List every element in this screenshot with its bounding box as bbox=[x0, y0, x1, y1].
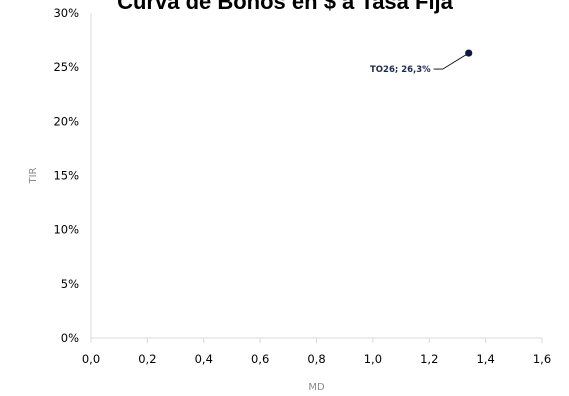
y-tick-label: 30% bbox=[53, 6, 79, 20]
x-tick-label: 1,2 bbox=[420, 352, 438, 366]
y-tick-label: 0% bbox=[61, 331, 79, 345]
y-tick-label: 5% bbox=[61, 277, 79, 291]
data-point bbox=[465, 49, 473, 57]
x-tick-label: 0,6 bbox=[251, 352, 269, 366]
y-tick-label: 15% bbox=[53, 169, 79, 183]
x-tick-label: 1,6 bbox=[533, 352, 551, 366]
x-tick-label: 0,2 bbox=[138, 352, 156, 366]
data-point-label: TO26; 26,3% bbox=[370, 65, 431, 75]
y-axis-label: TIR bbox=[28, 167, 39, 184]
x-tick-label: 1,4 bbox=[476, 352, 494, 366]
y-axis-ticks: 0% 5% 10% 15% 20% 25% 30% bbox=[53, 6, 79, 345]
chart-title: Curva de Bonos en $ a Tasa Fija bbox=[117, 0, 454, 14]
x-axis-label: MD bbox=[308, 382, 325, 393]
data-points: TO26; 26,3% bbox=[370, 49, 473, 75]
y-tick-label: 10% bbox=[53, 223, 79, 237]
x-axis-ticks: 0,0 0,2 0,4 0,6 0,8 1,0 1,2 1,4 1,6 bbox=[82, 338, 551, 366]
x-tick-label: 0,8 bbox=[307, 352, 325, 366]
point-leader-line bbox=[433, 52, 469, 70]
x-tick-label: 1,0 bbox=[364, 352, 382, 366]
x-tick-label: 0,4 bbox=[195, 352, 213, 366]
y-tick-label: 20% bbox=[53, 114, 79, 128]
x-tick-label: 0,0 bbox=[82, 352, 100, 366]
y-tick-label: 25% bbox=[53, 60, 79, 74]
